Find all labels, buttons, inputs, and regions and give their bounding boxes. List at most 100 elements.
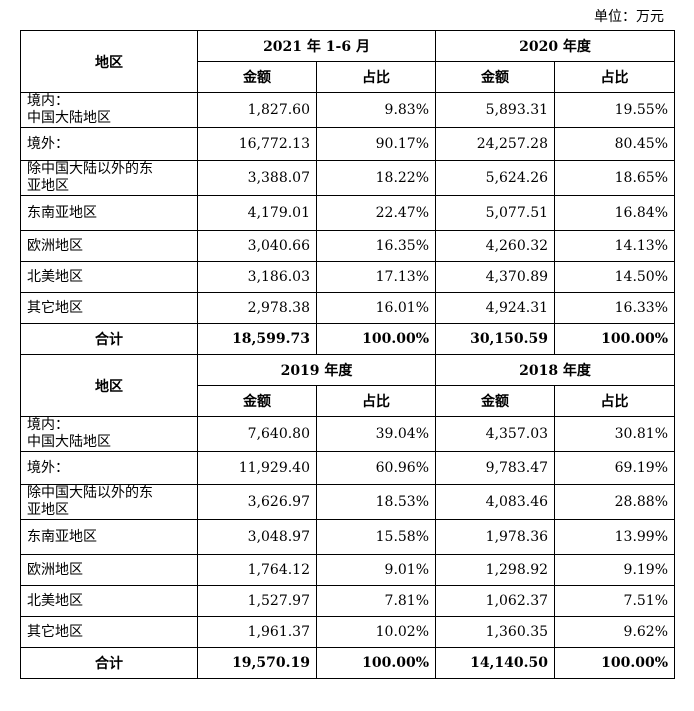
header-amount-2: 金额: [435, 385, 556, 417]
amount-cell: 4,924.31: [435, 292, 556, 324]
table-row: 欧洲地区 1,764.12 9.01% 1,298.92 9.19%: [20, 554, 676, 586]
region-label-line: 北美地区: [27, 592, 83, 609]
amount-cell: 4,370.89: [435, 261, 556, 293]
header-region: 地区: [20, 30, 198, 93]
region-label-line: 中国大陆地区: [27, 110, 111, 126]
share-cell: 19.55%: [554, 92, 676, 128]
region-cell: 除中国大陆以外的东 亚地区: [20, 160, 198, 196]
share-cell: 80.45%: [554, 127, 676, 161]
amount-cell: 3,388.07: [197, 160, 317, 196]
share-cell: 13.99%: [554, 519, 676, 555]
table-row: 北美地区 1,527.97 7.81% 1,062.37 7.51%: [20, 585, 676, 617]
table-row: 境外： 11,929.40 60.96% 9,783.47 69.19%: [20, 451, 676, 485]
region-cell: 境外：: [20, 451, 198, 485]
total-label: 合计: [20, 647, 198, 679]
share-cell: 14.50%: [554, 261, 676, 293]
share-cell: 7.81%: [315, 585, 437, 617]
header-share-2: 占比: [554, 61, 676, 93]
header-share-2: 占比: [554, 385, 676, 417]
share-cell: 60.96%: [315, 451, 437, 485]
region-label-line: 亚地区: [27, 178, 69, 194]
region-label-line: 境内：: [27, 93, 69, 110]
share-cell: 22.47%: [315, 195, 437, 231]
region-cell: 东南亚地区: [20, 519, 198, 555]
region-cell: 北美地区: [20, 261, 198, 293]
amount-cell: 4,179.01: [197, 195, 317, 231]
table-row: 境外： 16,772.13 90.17% 24,257.28 80.45%: [20, 127, 676, 161]
region-cell: 除中国大陆以外的东 亚地区: [20, 484, 198, 520]
amount-cell: 1,062.37: [435, 585, 556, 617]
share-cell: 16.84%: [554, 195, 676, 231]
header-row-metrics: 金额 占比 金额 占比: [21, 385, 676, 417]
share-cell: 39.04%: [315, 416, 437, 452]
total-share-cell: 100.00%: [315, 647, 437, 679]
table-row: 欧洲地区 3,040.66 16.35% 4,260.32 14.13%: [20, 230, 676, 262]
amount-cell: 3,626.97: [197, 484, 317, 520]
table-row: 东南亚地区 3,048.97 15.58% 1,978.36 13.99%: [20, 519, 676, 555]
region-label-line: 东南亚地区: [27, 528, 97, 545]
amount-cell: 11,929.40: [197, 451, 317, 485]
table-row: 除中国大陆以外的东 亚地区 3,388.07 18.22% 5,624.26 18.65%: [20, 160, 676, 196]
amount-cell: 24,257.28: [435, 127, 556, 161]
share-cell: 18.53%: [315, 484, 437, 520]
share-cell: 90.17%: [315, 127, 437, 161]
amount-cell: 4,260.32: [435, 230, 556, 262]
region-cell: 境内： 中国大陆地区: [20, 416, 198, 452]
amount-cell: 3,040.66: [197, 230, 317, 262]
amount-cell: 1,360.35: [435, 616, 556, 648]
total-share-cell: 100.00%: [554, 323, 676, 355]
header-share-1: 占比: [315, 385, 437, 417]
total-amount-cell: 19,570.19: [197, 647, 317, 679]
amount-cell: 1,978.36: [435, 519, 556, 555]
unit-label: 单位：万元: [594, 9, 664, 25]
header-period-1: 2019 年度: [196, 354, 437, 386]
table-row: 境内： 中国大陆地区 1,827.60 9.83% 5,893.31 19.55%: [20, 92, 676, 128]
total-share-cell: 100.00%: [315, 323, 437, 355]
share-cell: 15.58%: [315, 519, 437, 555]
region-label-line: 欧洲地区: [27, 561, 83, 578]
amount-cell: 1,827.60: [197, 92, 317, 128]
region-cell: 欧洲地区: [20, 554, 198, 586]
region-cell: 欧洲地区: [20, 230, 198, 262]
header-period-2: 2020 年度: [435, 30, 676, 62]
region-label-line: 亚地区: [27, 502, 69, 518]
amount-cell: 4,083.46: [435, 484, 556, 520]
region-label-line: 其它地区: [27, 623, 83, 640]
amount-cell: 4,357.03: [435, 416, 556, 452]
region-label-line: 其它地区: [27, 299, 83, 316]
revenue-by-region-table: 地区 2021 年 1-6 月 2020 年度 金额 占比 金额 占比 境内： 中国大陆地区 1,…: [20, 30, 676, 679]
region-cell: 境外：: [20, 127, 198, 161]
header-share-1: 占比: [315, 61, 437, 93]
region-cell: 其它地区: [20, 616, 198, 648]
table-row: 其它地区 1,961.37 10.02% 1,360.35 9.62%: [20, 616, 676, 648]
amount-cell: 5,893.31: [435, 92, 556, 128]
region-label-line: 境外：: [27, 135, 69, 152]
table-row: 东南亚地区 4,179.01 22.47% 5,077.51 16.84%: [20, 195, 676, 231]
region-label-line: 除中国大陆以外的东: [27, 161, 153, 178]
total-amount-cell: 30,150.59: [435, 323, 556, 355]
region-cell: 北美地区: [20, 585, 198, 617]
region-label-line: 境外：: [27, 459, 69, 476]
share-cell: 16.01%: [315, 292, 437, 324]
region-label-line: 境内：: [27, 417, 69, 434]
header-row-periods: 地区 2019 年度 2018 年度: [20, 354, 676, 417]
total-share-cell: 100.00%: [554, 647, 676, 679]
region-label-line: 除中国大陆以外的东: [27, 485, 153, 502]
header-region: 地区: [20, 354, 198, 417]
share-cell: 28.88%: [554, 484, 676, 520]
amount-cell: 7,640.80: [197, 416, 317, 452]
header-amount-2: 金额: [435, 61, 556, 93]
total-label: 合计: [20, 323, 198, 355]
share-cell: 69.19%: [554, 451, 676, 485]
share-cell: 14.13%: [554, 230, 676, 262]
share-cell: 9.62%: [554, 616, 676, 648]
total-row: 合计 19,570.19 100.00% 14,140.50 100.00%: [20, 647, 676, 679]
header-amount-1: 金额: [197, 61, 317, 93]
share-cell: 7.51%: [554, 585, 676, 617]
share-cell: 16.33%: [554, 292, 676, 324]
header-amount-1: 金额: [197, 385, 317, 417]
region-label-line: 欧洲地区: [27, 237, 83, 254]
amount-cell: 3,048.97: [197, 519, 317, 555]
region-cell: 其它地区: [20, 292, 198, 324]
share-cell: 18.22%: [315, 160, 437, 196]
